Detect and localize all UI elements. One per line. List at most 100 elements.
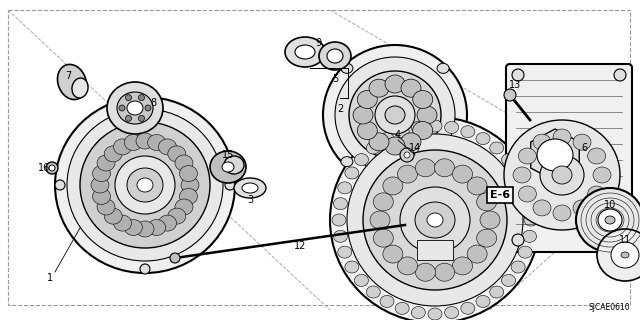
Ellipse shape bbox=[113, 139, 131, 155]
Text: 3: 3 bbox=[247, 195, 253, 205]
Ellipse shape bbox=[461, 126, 475, 138]
Circle shape bbox=[140, 96, 150, 106]
Text: 7: 7 bbox=[65, 71, 71, 81]
Ellipse shape bbox=[502, 275, 516, 286]
Ellipse shape bbox=[355, 275, 369, 286]
Ellipse shape bbox=[72, 78, 88, 98]
Ellipse shape bbox=[445, 121, 459, 133]
Text: 13: 13 bbox=[509, 80, 521, 90]
Ellipse shape bbox=[159, 215, 177, 231]
Circle shape bbox=[140, 264, 150, 274]
Ellipse shape bbox=[511, 167, 525, 179]
Ellipse shape bbox=[222, 162, 234, 172]
Ellipse shape bbox=[357, 91, 378, 108]
Ellipse shape bbox=[125, 116, 131, 121]
Circle shape bbox=[400, 148, 414, 162]
Ellipse shape bbox=[383, 245, 403, 263]
Ellipse shape bbox=[415, 263, 435, 281]
Ellipse shape bbox=[428, 308, 442, 320]
Ellipse shape bbox=[435, 159, 454, 177]
Ellipse shape bbox=[349, 71, 441, 159]
Ellipse shape bbox=[605, 216, 615, 224]
Ellipse shape bbox=[385, 106, 405, 124]
Ellipse shape bbox=[397, 257, 417, 275]
Text: 9: 9 bbox=[315, 38, 321, 48]
Ellipse shape bbox=[347, 134, 523, 306]
Circle shape bbox=[404, 152, 410, 158]
Ellipse shape bbox=[107, 82, 163, 134]
Ellipse shape bbox=[369, 133, 389, 151]
Ellipse shape bbox=[518, 148, 536, 164]
Circle shape bbox=[225, 180, 235, 190]
Ellipse shape bbox=[511, 261, 525, 273]
Ellipse shape bbox=[415, 159, 435, 177]
Ellipse shape bbox=[137, 178, 153, 192]
Circle shape bbox=[504, 89, 516, 101]
Ellipse shape bbox=[179, 166, 198, 182]
Ellipse shape bbox=[335, 57, 455, 173]
Ellipse shape bbox=[445, 307, 459, 319]
Ellipse shape bbox=[540, 155, 584, 195]
Text: 5: 5 bbox=[332, 74, 338, 84]
Ellipse shape bbox=[124, 220, 142, 236]
Text: 10: 10 bbox=[604, 200, 616, 210]
Ellipse shape bbox=[467, 177, 487, 195]
Ellipse shape bbox=[330, 117, 540, 320]
Ellipse shape bbox=[224, 156, 244, 174]
Ellipse shape bbox=[138, 95, 145, 100]
Ellipse shape bbox=[125, 95, 131, 100]
Ellipse shape bbox=[573, 134, 591, 150]
Ellipse shape bbox=[415, 202, 455, 238]
Ellipse shape bbox=[375, 96, 415, 134]
Ellipse shape bbox=[533, 200, 551, 216]
Ellipse shape bbox=[588, 148, 605, 164]
Ellipse shape bbox=[333, 198, 348, 210]
Ellipse shape bbox=[380, 295, 394, 308]
Ellipse shape bbox=[104, 208, 122, 224]
Ellipse shape bbox=[435, 263, 454, 281]
Ellipse shape bbox=[113, 215, 131, 231]
Ellipse shape bbox=[476, 295, 490, 308]
Ellipse shape bbox=[437, 157, 449, 167]
Ellipse shape bbox=[553, 129, 571, 145]
Ellipse shape bbox=[138, 116, 145, 121]
Circle shape bbox=[46, 162, 58, 174]
Ellipse shape bbox=[333, 230, 348, 242]
Ellipse shape bbox=[427, 213, 443, 227]
Ellipse shape bbox=[477, 193, 497, 211]
Ellipse shape bbox=[148, 134, 166, 150]
Text: 6: 6 bbox=[581, 143, 587, 153]
Ellipse shape bbox=[413, 91, 433, 108]
Ellipse shape bbox=[576, 188, 640, 252]
Circle shape bbox=[55, 180, 65, 190]
Ellipse shape bbox=[93, 166, 111, 182]
Ellipse shape bbox=[588, 186, 605, 202]
Ellipse shape bbox=[452, 165, 472, 183]
Ellipse shape bbox=[119, 105, 125, 111]
Ellipse shape bbox=[285, 37, 325, 67]
Ellipse shape bbox=[97, 155, 115, 171]
Ellipse shape bbox=[412, 307, 426, 319]
Ellipse shape bbox=[338, 246, 352, 258]
Circle shape bbox=[614, 69, 626, 81]
Ellipse shape bbox=[295, 45, 315, 59]
Ellipse shape bbox=[395, 302, 409, 314]
Ellipse shape bbox=[369, 79, 389, 97]
Text: 1: 1 bbox=[47, 273, 53, 283]
Bar bbox=[417, 240, 453, 260]
Text: E-6: E-6 bbox=[490, 190, 510, 200]
Text: 8: 8 bbox=[150, 98, 156, 108]
Ellipse shape bbox=[210, 151, 246, 183]
Ellipse shape bbox=[502, 154, 516, 165]
Ellipse shape bbox=[522, 230, 536, 242]
Ellipse shape bbox=[127, 101, 143, 115]
Text: 15: 15 bbox=[222, 150, 234, 160]
Circle shape bbox=[170, 253, 180, 263]
Ellipse shape bbox=[437, 63, 449, 73]
Ellipse shape bbox=[332, 214, 346, 226]
Ellipse shape bbox=[522, 198, 536, 210]
Polygon shape bbox=[531, 129, 579, 181]
Ellipse shape bbox=[353, 106, 373, 124]
Ellipse shape bbox=[524, 214, 538, 226]
Ellipse shape bbox=[242, 183, 258, 193]
